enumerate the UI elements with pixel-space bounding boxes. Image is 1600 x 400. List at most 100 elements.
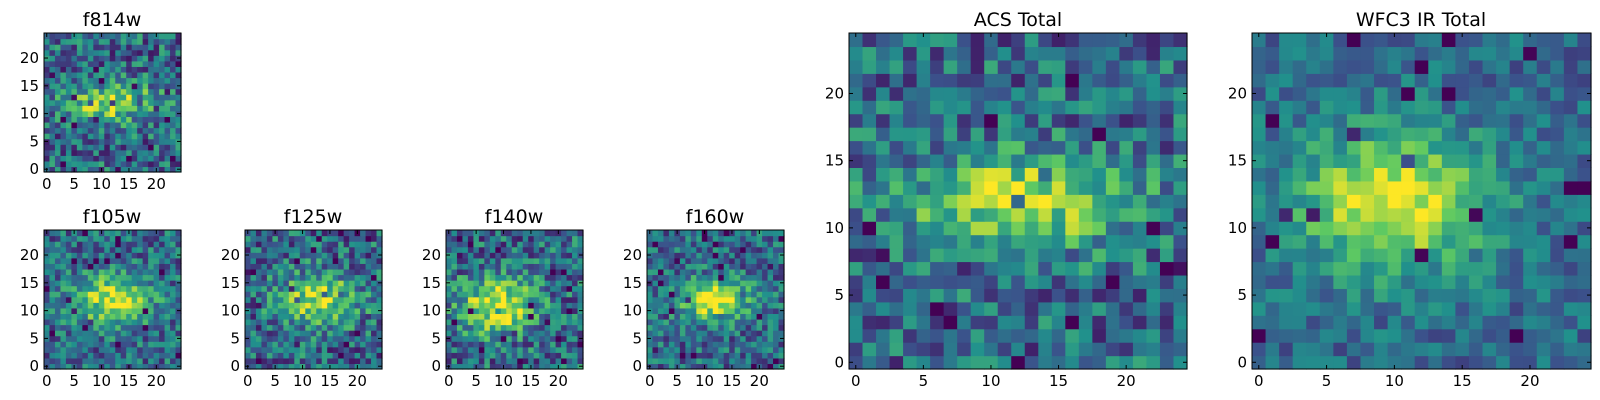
heatmap-cell <box>1387 207 1402 222</box>
heatmap-cell <box>745 302 752 309</box>
heatmap-cell <box>1159 274 1175 289</box>
heatmap-cell <box>997 167 1012 182</box>
heatmap-cell <box>250 296 257 303</box>
heatmap-cell <box>718 235 725 242</box>
heatmap-cell <box>109 324 116 331</box>
heatmap-cell <box>1051 315 1066 330</box>
y-tick-label: 0 <box>431 357 441 375</box>
heatmap-cell <box>862 33 877 48</box>
heatmap-cell <box>1563 288 1579 303</box>
heatmap-cell <box>126 77 133 84</box>
heatmap-cell <box>365 296 372 303</box>
heatmap-cell <box>495 352 502 359</box>
heatmap-cell <box>718 268 725 276</box>
heatmap-cell <box>376 313 383 320</box>
heatmap-cell <box>473 235 480 242</box>
heatmap-cell <box>473 291 480 298</box>
heatmap-cell <box>60 352 67 359</box>
heatmap-cell <box>762 352 769 359</box>
heatmap-cell <box>93 302 100 309</box>
heatmap-cell <box>71 246 78 253</box>
heatmap-cell <box>49 77 56 84</box>
heatmap-cell <box>522 246 529 253</box>
heatmap-cell <box>1374 194 1389 209</box>
heatmap-cell <box>1024 140 1039 155</box>
heatmap-cell <box>849 261 864 276</box>
heatmap-cell <box>674 291 681 298</box>
heatmap-cell <box>674 263 681 270</box>
heatmap-cell <box>446 268 453 276</box>
heatmap-cell <box>723 363 730 370</box>
heatmap-cell <box>1319 274 1334 289</box>
heatmap-cell <box>489 257 496 264</box>
heatmap-cell <box>49 357 56 365</box>
heatmap-cell <box>577 246 584 253</box>
heatmap-cell <box>943 46 958 61</box>
heatmap-cell <box>1038 207 1053 222</box>
heatmap-cell <box>148 274 155 281</box>
heatmap-cell <box>126 121 133 129</box>
heatmap-cell <box>137 155 144 162</box>
heatmap-cell <box>153 77 160 84</box>
heatmap-cell <box>550 241 557 248</box>
heatmap-cell <box>1509 73 1524 88</box>
heatmap-cell <box>137 149 144 156</box>
heatmap-cell <box>327 302 334 309</box>
heatmap-cell <box>360 246 367 253</box>
heatmap-cell <box>473 280 480 287</box>
heatmap-cell <box>1159 221 1175 236</box>
heatmap-cell <box>44 263 51 270</box>
heatmap-cell <box>1024 288 1039 303</box>
heatmap-cell <box>283 363 290 370</box>
heatmap-cell <box>164 138 171 145</box>
heatmap-cell <box>467 252 474 259</box>
heatmap-cell <box>462 246 469 253</box>
heatmap-cell <box>338 268 345 276</box>
heatmap-cell <box>1333 100 1348 115</box>
heatmap-cell <box>1496 167 1511 182</box>
heatmap-cell <box>997 46 1012 61</box>
heatmap-cell <box>756 307 763 314</box>
heatmap-cell <box>142 144 149 151</box>
heatmap-cell <box>1468 73 1484 88</box>
heatmap-cell <box>93 33 100 40</box>
heatmap-cell <box>71 235 78 242</box>
heatmap-cell <box>1078 180 1093 195</box>
heatmap-cell <box>1078 73 1093 88</box>
heatmap-cell <box>126 110 133 117</box>
heatmap-cell <box>849 274 864 289</box>
heatmap-cell <box>272 241 279 248</box>
heatmap-cell <box>533 302 540 309</box>
heatmap-cell <box>1360 261 1375 276</box>
heatmap-cell <box>970 342 985 357</box>
heatmap-cell <box>82 44 89 51</box>
heatmap-cell <box>484 296 491 303</box>
heatmap-cell <box>740 302 747 309</box>
heatmap-cell <box>957 301 972 316</box>
heatmap-cell <box>305 357 312 365</box>
heatmap-cell <box>71 49 78 56</box>
heatmap-cell <box>1065 100 1080 115</box>
heatmap-cell <box>767 241 774 248</box>
heatmap-cell <box>126 268 133 276</box>
heatmap-cell <box>1306 315 1321 330</box>
heatmap-cell <box>261 230 268 237</box>
heatmap-cell <box>957 207 972 222</box>
heatmap-cell <box>76 274 83 281</box>
heatmap-cell <box>109 149 116 156</box>
heatmap-cell <box>137 285 144 292</box>
heatmap-cell <box>1105 194 1120 209</box>
heatmap-cell <box>1011 207 1026 222</box>
heatmap-cell <box>1536 342 1551 357</box>
heatmap-cell <box>65 166 72 173</box>
heatmap-cell <box>467 257 474 264</box>
heatmap-cell <box>354 246 361 253</box>
heatmap-cell <box>1401 288 1416 303</box>
heatmap-cell <box>544 291 551 298</box>
heatmap-cell <box>1146 100 1161 115</box>
heatmap-cell <box>98 352 105 359</box>
heatmap-cell <box>327 330 334 337</box>
heatmap-cell <box>60 33 67 40</box>
heatmap-cell <box>71 280 78 287</box>
heatmap-cell <box>1159 73 1175 88</box>
